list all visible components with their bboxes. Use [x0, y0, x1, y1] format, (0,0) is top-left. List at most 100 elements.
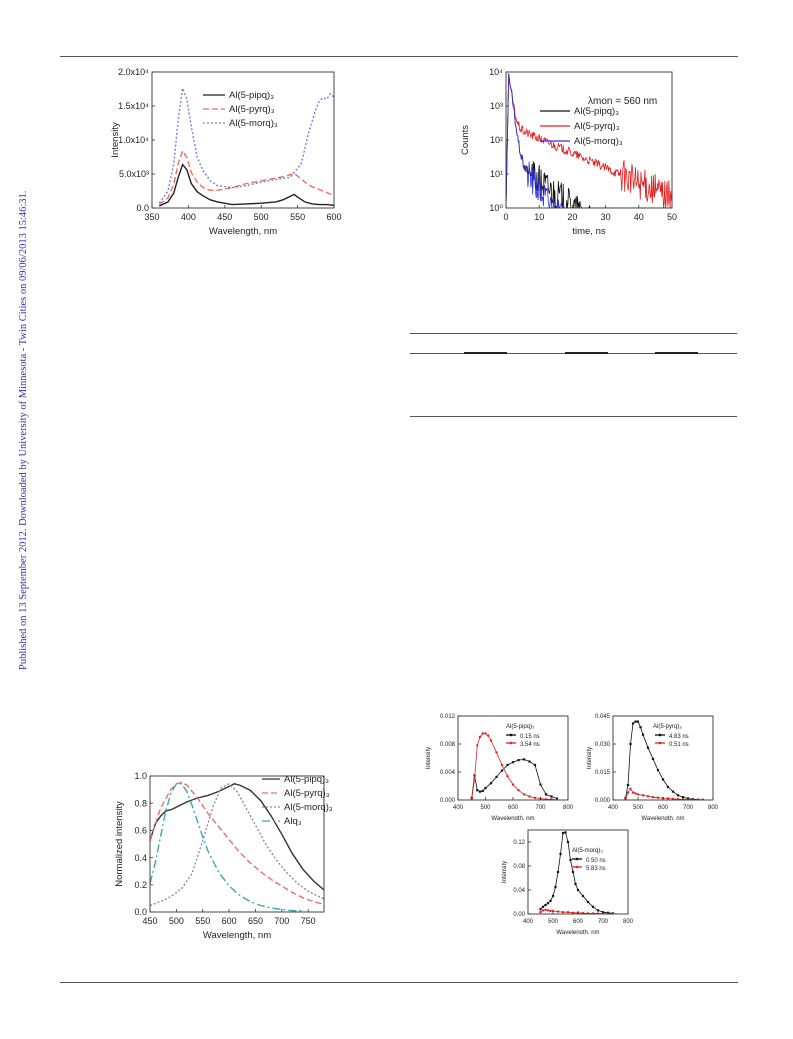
x-tick-label: 50: [667, 212, 677, 222]
data-point: [676, 798, 680, 800]
legend-label-0: 4.83 ns: [669, 734, 689, 740]
legend-label-1: Al(5-pyrq)₃: [229, 104, 275, 115]
data-point: [631, 791, 635, 794]
panel-title: Al(5-pipq)₃: [506, 724, 535, 730]
x-tick-label: 40: [634, 212, 644, 222]
x-tick-label: 30: [601, 212, 611, 222]
y-tick-label: 10¹: [490, 169, 503, 179]
series-line-2: [150, 782, 324, 907]
x-tick-label: 500: [169, 916, 184, 926]
data-point: [656, 796, 660, 799]
footer-rule: [60, 982, 738, 983]
y-tick-label: 0.012: [440, 714, 456, 720]
data-point: [641, 794, 645, 797]
legend-marker: [658, 741, 662, 745]
data-point: [550, 795, 553, 798]
y-tick-label: 0.004: [440, 770, 456, 776]
y-tick-label: 2.0x10⁴: [118, 67, 149, 77]
data-point: [511, 761, 515, 764]
data-point: [484, 732, 487, 735]
y-tick-label: 0.0: [136, 203, 149, 213]
x-tick-label: 450: [142, 916, 157, 926]
x-axis-label: Wavelength, nm: [556, 930, 599, 934]
data-point: [561, 911, 565, 914]
data-point: [539, 911, 542, 914]
data-point: [484, 787, 487, 790]
data-point: [626, 791, 630, 794]
data-point: [634, 720, 637, 723]
time-resolved-spectrum-pipq: 400 500 600 700 800 0.000 0.004 0.008 0.012 Wavel…: [426, 714, 574, 820]
series-line-0: [506, 73, 672, 208]
data-point: [539, 783, 542, 786]
x-tick-label: 700: [683, 805, 694, 811]
y-tick-label: 1.0: [134, 771, 147, 781]
data-point: [544, 793, 548, 796]
y-tick-label: 10⁰: [489, 203, 503, 213]
data-point: [666, 785, 670, 789]
x-tick-label: 800: [563, 805, 574, 811]
x-tick-label: 350: [144, 212, 159, 222]
y-tick-label: 0.2: [134, 880, 147, 890]
x-tick-label: 800: [623, 919, 634, 925]
y-tick-label: 10⁴: [489, 67, 503, 77]
y-tick-label: 0.045: [595, 714, 611, 720]
y-axis-label: Intensity: [110, 122, 121, 158]
series-line-0: [159, 163, 334, 207]
data-point: [546, 909, 550, 912]
series-line-2: [158, 85, 334, 204]
data-point: [554, 885, 557, 889]
x-tick-label: 400: [453, 805, 464, 811]
panel-title: Al(5-morq)₃: [572, 848, 603, 854]
x-tick-label: 450: [217, 212, 232, 222]
data-point: [681, 796, 685, 799]
x-tick-label: 550: [195, 916, 210, 926]
legend-label-1: 5.83 ns: [586, 866, 606, 872]
legend-label-2: Al(5-morq)₃: [229, 118, 278, 129]
x-tick-label: 400: [608, 805, 619, 811]
plot-frame: [527, 829, 629, 915]
legend-label-1: Al(5-pyrq)₃: [284, 788, 330, 799]
x-axis-label: Wavelength, nm: [209, 226, 277, 237]
y-tick-label: 10³: [490, 101, 503, 111]
data-point: [629, 787, 632, 790]
x-tick-label: 700: [598, 919, 609, 925]
data-point: [624, 797, 627, 800]
y-tick-label: 0.030: [595, 742, 611, 748]
x-tick-label: 400: [181, 212, 196, 222]
series-line-1: [158, 149, 334, 206]
data-point: [551, 894, 555, 898]
data-point: [671, 790, 675, 793]
legend-marker: [658, 733, 662, 737]
x-tick-label: 600: [326, 212, 341, 222]
table-subheader-rule-1: [464, 352, 507, 354]
data-point: [517, 759, 520, 762]
legend-marker: [575, 865, 579, 869]
data-point: [591, 905, 595, 908]
data-point: [528, 795, 531, 798]
data-point: [629, 742, 632, 746]
data-point: [571, 870, 575, 874]
x-tick-label: 500: [254, 212, 269, 222]
x-tick-label: 750: [301, 916, 316, 926]
table-top-rule: [410, 333, 737, 334]
data-point: [489, 739, 493, 742]
y-tick-label: 0.000: [595, 798, 611, 804]
series-line-0: [150, 783, 324, 891]
normalized-pl-chart: 450 500 550 600 650 700 750 0.0 0.2 0.4 0.6 0.8 1.0 W…: [114, 771, 333, 941]
data-point: [651, 796, 655, 799]
data-point: [641, 733, 645, 736]
x-tick-label: 10: [534, 212, 544, 222]
legend-label-0: Al(5-pipq)₃: [574, 106, 619, 117]
x-tick-label: 550: [290, 212, 305, 222]
data-point: [646, 795, 650, 798]
x-tick-label: 650: [248, 916, 263, 926]
x-tick-label: 800: [708, 805, 719, 811]
data-point: [478, 790, 482, 793]
data-point: [500, 769, 504, 772]
data-point: [481, 789, 484, 792]
series-line-0: [471, 758, 558, 799]
legend-label-1: 3.54 ns: [520, 742, 540, 748]
data-point: [487, 734, 490, 737]
data-point: [546, 902, 550, 905]
data-point: [489, 782, 493, 785]
